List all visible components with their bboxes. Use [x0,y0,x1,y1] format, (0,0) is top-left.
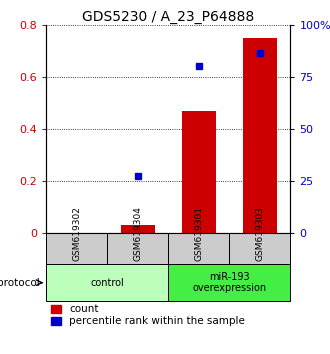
FancyBboxPatch shape [107,233,168,264]
Text: miR-193
overexpression: miR-193 overexpression [192,272,266,293]
FancyBboxPatch shape [46,233,107,264]
Text: GSM619302: GSM619302 [72,206,81,261]
Text: control: control [90,278,124,288]
FancyBboxPatch shape [46,264,168,302]
FancyBboxPatch shape [229,233,290,264]
FancyBboxPatch shape [168,233,229,264]
Bar [243,38,277,233]
Legend: count, percentile rank within the sample: count, percentile rank within the sample [51,304,245,326]
Text: GSM619303: GSM619303 [255,206,264,261]
Text: GSM619304: GSM619304 [133,206,142,261]
Text: GSM619301: GSM619301 [194,206,203,261]
Bar [121,225,154,233]
FancyBboxPatch shape [168,264,290,302]
Title: GDS5230 / A_23_P64888: GDS5230 / A_23_P64888 [82,10,254,24]
Text: protocol: protocol [0,278,40,288]
Bar [182,111,215,233]
